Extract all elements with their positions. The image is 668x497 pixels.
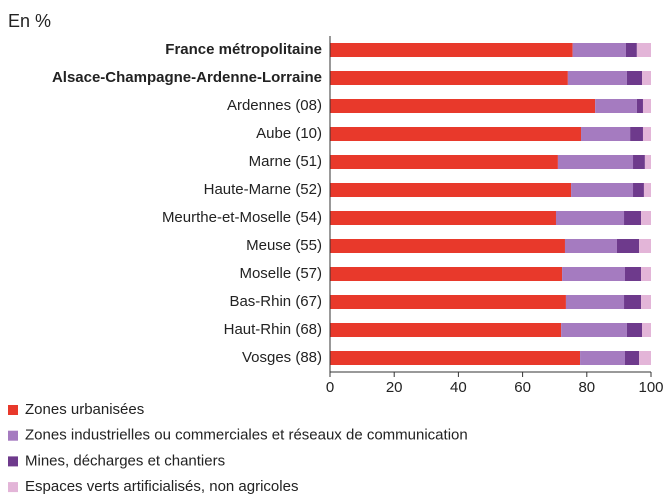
bar-segment xyxy=(555,211,625,225)
bar-segment xyxy=(639,351,651,365)
bar-segment xyxy=(641,211,651,225)
bar-segment xyxy=(644,155,651,169)
y-tick-label: Aube (10) xyxy=(256,125,322,142)
bar-segment xyxy=(561,323,627,337)
bar-segment xyxy=(564,239,617,253)
bar-segment xyxy=(330,127,582,141)
bar-segment xyxy=(642,99,651,113)
bar-segment xyxy=(581,127,631,141)
legend-swatch xyxy=(8,405,18,415)
y-tick-label: Marne (51) xyxy=(249,153,322,170)
x-tick-label: 40 xyxy=(450,379,467,396)
bar-segment xyxy=(626,71,643,85)
bar-segment xyxy=(624,267,642,281)
y-tick-label: Haut-Rhin (68) xyxy=(224,321,322,338)
y-tick-label: Vosges (88) xyxy=(242,349,322,366)
y-tick-label: Moselle (57) xyxy=(239,265,322,282)
x-tick-label: 80 xyxy=(578,379,595,396)
x-tick-label: 100 xyxy=(638,379,663,396)
y-tick-label: Ardennes (08) xyxy=(227,97,322,114)
x-tick-label: 0 xyxy=(326,379,334,396)
bar-segment xyxy=(639,239,651,253)
legend-swatch xyxy=(8,430,18,441)
bar-segment xyxy=(641,267,651,281)
bar-segment xyxy=(565,295,625,309)
bar-segment xyxy=(595,99,637,113)
legend-label: Espaces verts artificialisés, non agrico… xyxy=(25,478,298,495)
y-tick-label: Alsace-Champagne-Ardenne-Lorraine xyxy=(52,69,322,86)
bar-segment xyxy=(624,211,642,225)
bar-segment xyxy=(330,239,565,253)
legend-label: Mines, décharges et chantiers xyxy=(25,452,225,469)
bar-segment xyxy=(624,295,642,309)
y-tick-label: Bas-Rhin (67) xyxy=(229,293,322,310)
bar-segment xyxy=(642,323,651,337)
y-tick-label: Meurthe-et-Moselle (54) xyxy=(162,209,322,226)
bar-segment xyxy=(330,155,558,169)
y-tick-label: Meuse (55) xyxy=(246,237,322,254)
y-tick-label: Haute-Marne (52) xyxy=(204,181,322,198)
bar-segment xyxy=(642,127,651,141)
bar-segment xyxy=(330,323,562,337)
x-tick-label: 60 xyxy=(514,379,531,396)
bar-segment xyxy=(330,99,596,113)
bar-segment xyxy=(571,183,634,197)
bar-segment xyxy=(641,295,651,309)
legend-label: Zones urbanisées xyxy=(25,401,144,418)
bar-segment xyxy=(633,155,645,169)
bar-segment xyxy=(557,155,634,169)
legend-swatch xyxy=(8,482,18,493)
bar-segment xyxy=(330,211,556,225)
bar-segment xyxy=(642,71,651,85)
legend-swatch xyxy=(8,456,18,467)
legend-label: Zones industrielles ou commerciales et r… xyxy=(25,427,468,444)
bar-segment xyxy=(630,127,643,141)
y-tick-label: France métropolitaine xyxy=(165,41,322,58)
bar-segment xyxy=(633,183,644,197)
bar-segment xyxy=(625,43,637,57)
bar-segment xyxy=(330,351,581,365)
x-tick-label: 20 xyxy=(386,379,403,396)
bar-segment xyxy=(330,267,563,281)
bar-segment xyxy=(636,43,651,57)
bar-segment xyxy=(572,43,626,57)
bar-segment xyxy=(626,323,643,337)
bar-segment xyxy=(330,295,566,309)
bar-segment xyxy=(330,43,573,57)
bar-segment xyxy=(616,239,640,253)
bar-segment xyxy=(562,267,625,281)
bar-segment xyxy=(643,183,651,197)
bar-segment xyxy=(330,183,572,197)
chart-title: En % xyxy=(8,11,51,31)
bar-segment xyxy=(567,71,627,85)
bar-segment xyxy=(636,99,643,113)
bar-segment xyxy=(330,71,568,85)
bar-segment xyxy=(580,351,625,365)
bar-segment xyxy=(624,351,640,365)
